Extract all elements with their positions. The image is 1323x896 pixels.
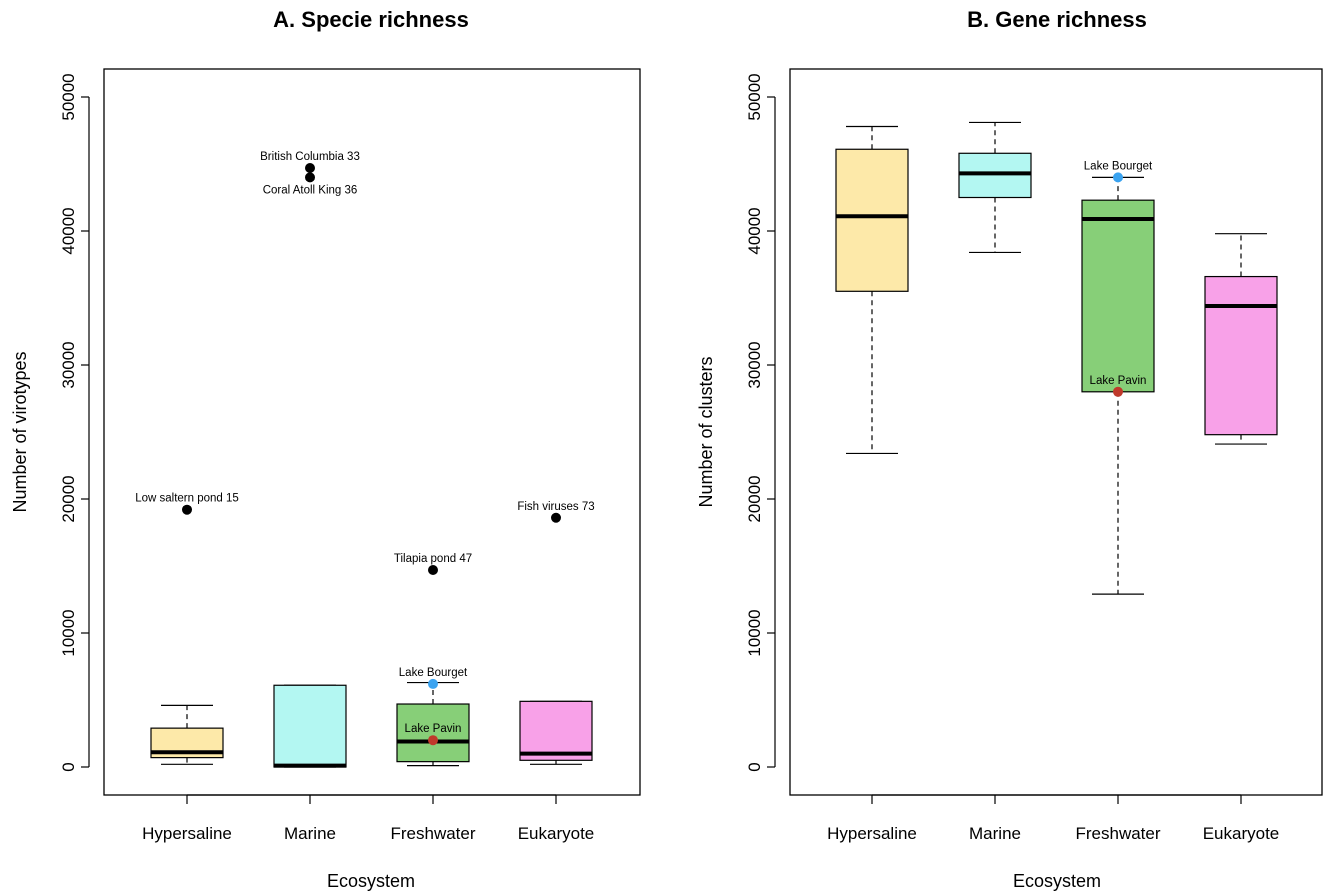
point-label: Low saltern pond 15 — [135, 493, 239, 505]
box-freshwater — [1081, 176, 1155, 595]
x-tick-label: Eukaryote — [1203, 824, 1280, 843]
x-tick-label: Freshwater — [390, 824, 475, 843]
point — [1113, 172, 1123, 183]
point-label: Lake Bourget — [1084, 160, 1153, 172]
point — [428, 735, 438, 746]
x-axis-label: Ecosystem — [327, 871, 415, 891]
box-freshwater — [396, 681, 470, 767]
y-tick-label: 50000 — [59, 73, 78, 120]
box-body — [519, 700, 593, 761]
point-label: British Columbia 33 — [260, 151, 360, 163]
point — [551, 512, 561, 523]
box-marine — [273, 684, 347, 768]
chart-title: B. Gene richness — [967, 7, 1147, 32]
y-tick-label: 0 — [745, 762, 764, 771]
box-body — [396, 703, 470, 763]
y-tick-label: 40000 — [59, 207, 78, 254]
point — [305, 172, 315, 183]
y-tick-label: 20000 — [745, 475, 764, 522]
box-marine — [958, 121, 1032, 254]
box-hypersaline — [150, 704, 224, 765]
point-label: Fish viruses 73 — [517, 501, 594, 513]
chart-title: A. Specie richness — [273, 7, 469, 32]
y-tick-label: 10000 — [59, 609, 78, 656]
x-tick-label: Marine — [284, 824, 336, 843]
x-axis-label: Ecosystem — [1013, 871, 1101, 891]
point — [1113, 386, 1123, 397]
x-tick-label: Hypersaline — [142, 824, 232, 843]
y-tick-label: 30000 — [59, 341, 78, 388]
y-tick-label: 20000 — [59, 475, 78, 522]
panel-species-richness: A. Specie richness Ecosystem Number of v… — [10, 7, 641, 891]
y-axis-label: Number of virotypes — [10, 351, 30, 512]
box-body — [835, 148, 909, 292]
y-tick-label: 50000 — [745, 73, 764, 120]
y-tick-label: 40000 — [745, 207, 764, 254]
y-tick-label: 30000 — [745, 341, 764, 388]
box-eukaryote — [519, 700, 593, 765]
box-eukaryote — [1204, 233, 1278, 445]
box-hypersaline — [835, 125, 909, 455]
point — [305, 163, 315, 174]
x-tick-label: Eukaryote — [518, 824, 595, 843]
point — [428, 565, 438, 576]
x-tick-label: Freshwater — [1075, 824, 1160, 843]
y-tick-label: 0 — [59, 762, 78, 771]
y-tick-label: 10000 — [745, 609, 764, 656]
point-label: Coral Atoll King 36 — [263, 184, 358, 196]
x-tick-label: Hypersaline — [827, 824, 917, 843]
point-label: Tilapia pond 47 — [394, 553, 472, 565]
point-label: Lake Pavin — [1090, 375, 1147, 387]
x-tick-label: Marine — [969, 824, 1021, 843]
point — [428, 678, 438, 689]
box-body — [1081, 199, 1155, 393]
point-label: Lake Pavin — [405, 723, 462, 735]
plot-frame — [103, 68, 641, 796]
point — [182, 504, 192, 515]
panel-gene-richness: B. Gene richness Ecosystem Number of clu… — [696, 7, 1323, 891]
box-body — [273, 684, 347, 768]
y-axis-label: Number of clusters — [696, 356, 716, 507]
point-label: Lake Bourget — [399, 667, 468, 679]
box-body — [958, 152, 1032, 199]
box-body — [1204, 275, 1278, 436]
